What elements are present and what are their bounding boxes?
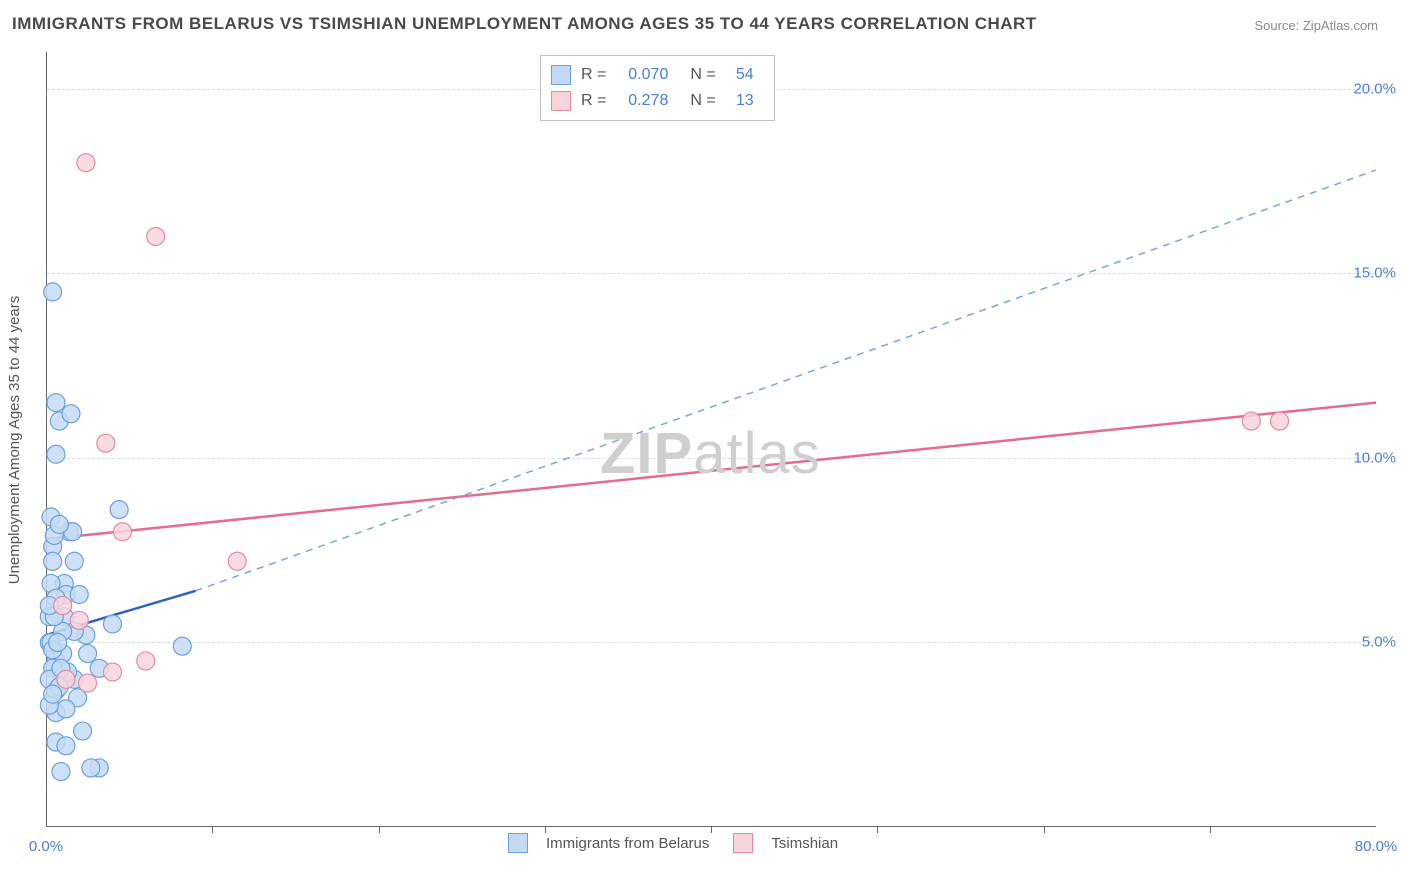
source-label: Source: ZipAtlas.com (1254, 18, 1378, 33)
y-tick-label: 15.0% (1353, 265, 1396, 282)
y-tick-label: 20.0% (1353, 80, 1396, 97)
swatch-series1 (551, 65, 571, 85)
chart-title: IMMIGRANTS FROM BELARUS VS TSIMSHIAN UNE… (12, 14, 1037, 34)
swatch-legend-2 (733, 833, 753, 853)
legend-item-1: Immigrants from Belarus (508, 833, 709, 853)
stats-row-2: R = 0.278 N = 13 (551, 88, 758, 114)
chart-svg (46, 52, 1376, 827)
y-axis-title: Unemployment Among Ages 35 to 44 years (6, 296, 23, 585)
stats-row-1: R = 0.070 N = 54 (551, 62, 758, 88)
legend-item-2: Tsimshian (733, 833, 838, 853)
y-tick-label: 10.0% (1353, 449, 1396, 466)
swatch-legend-1 (508, 833, 528, 853)
y-tick-label: 5.0% (1362, 634, 1396, 651)
stats-legend-box: R = 0.070 N = 54 R = 0.278 N = 13 (540, 55, 775, 121)
swatch-series2 (551, 91, 571, 111)
x-tick-label: 80.0% (1355, 838, 1398, 855)
bottom-legend: Immigrants from Belarus Tsimshian (508, 833, 838, 853)
x-tick-label: 0.0% (29, 838, 63, 855)
